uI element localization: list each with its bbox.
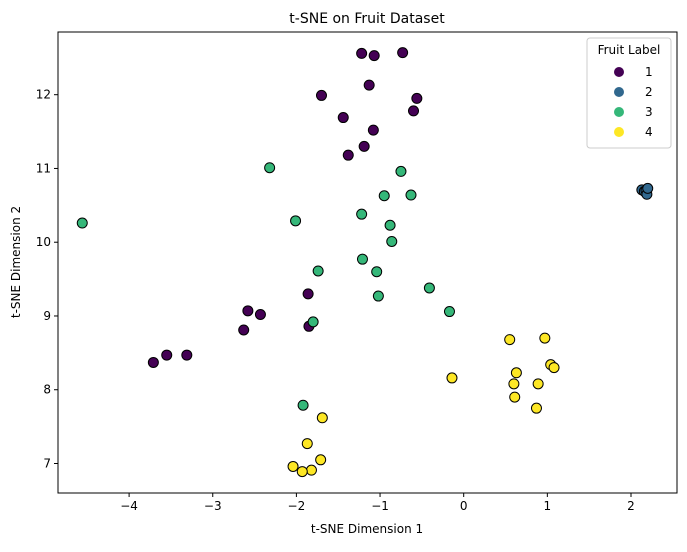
x-tick-label: −2 [288,499,306,513]
data-point-label-4-15 [296,466,308,478]
y-tick-label: 7 [43,456,51,470]
data-point-label-3-0 [76,217,88,229]
legend-label-2: 2 [645,85,653,99]
data-point-label-1-1 [368,50,380,62]
data-point-label-4-9 [530,402,542,414]
data-point-label-4-11 [301,438,313,450]
data-point-label-3-2 [395,165,407,177]
y-tick-label: 9 [43,309,51,323]
data-point-label-4-0 [504,334,516,346]
y-tick-label: 11 [36,161,51,175]
data-point-label-1-11 [242,305,254,317]
data-point-label-4-6 [508,378,520,390]
x-axis-ticks: −4 −3 −2 −1 0 1 2 [120,493,635,513]
legend-marker-4 [614,127,624,137]
x-tick-label: 0 [460,499,468,513]
data-point-label-4-3 [548,362,560,374]
legend-label-4: 4 [645,125,653,139]
data-point-label-3-6 [384,219,396,231]
legend-marker-1 [614,67,624,77]
data-point-label-1-0 [356,47,368,59]
data-point-label-3-10 [371,266,383,278]
data-point-label-1-13 [238,324,250,336]
x-axis-label: t-SNE Dimension 1 [311,522,423,536]
data-point-label-1-12 [254,309,266,321]
legend-title: Fruit Label [598,43,661,57]
x-tick-label: 2 [627,499,635,513]
legend: Fruit Label 1 2 3 4 [586,37,672,149]
data-point-label-4-13 [287,460,299,472]
data-point-label-1-18 [147,356,159,368]
data-point-label-1-14 [302,288,314,300]
data-point-label-4-7 [532,378,544,390]
data-point-label-1-2 [397,47,409,59]
chart-title: t-SNE on Fruit Dataset [289,11,445,27]
data-point-label-3-14 [443,306,455,318]
data-point-label-2-4 [642,182,654,194]
data-point-label-4-10 [316,412,328,424]
legend-label-1: 1 [645,65,653,79]
y-axis-label: t-SNE Dimension 2 [9,206,23,318]
data-point-label-3-13 [372,290,384,302]
legend-marker-2 [614,87,624,97]
data-point-label-1-16 [161,349,173,361]
data-point-label-3-8 [386,235,398,247]
data-point-label-1-9 [358,140,370,152]
data-point-label-1-3 [363,79,375,91]
y-tick-label: 8 [43,383,51,397]
data-points [76,47,654,478]
legend-box [586,37,672,149]
data-point-label-1-6 [408,105,420,117]
data-point-label-3-12 [423,282,435,294]
x-tick-label: −1 [371,499,389,513]
data-point-label-3-1 [264,162,276,174]
data-point-label-3-11 [312,265,324,277]
y-tick-label: 10 [36,235,51,249]
data-point-label-3-15 [307,316,319,328]
x-tick-label: 1 [544,499,552,513]
data-point-label-4-12 [315,454,327,466]
data-point-label-3-7 [290,215,302,227]
data-point-label-4-4 [510,367,522,379]
data-point-label-1-10 [342,149,354,161]
plot-frame [57,31,678,494]
data-point-label-1-17 [181,349,193,361]
data-point-label-4-14 [305,464,317,476]
data-point-label-1-4 [315,89,327,101]
data-point-label-3-9 [356,253,368,265]
data-point-label-3-4 [405,189,417,201]
data-point-label-4-8 [509,391,521,403]
y-axis-ticks: 7 8 9 10 11 12 [36,88,58,470]
data-point-label-4-1 [539,332,551,344]
y-tick-label: 12 [36,88,51,102]
legend-marker-3 [614,107,624,117]
data-point-label-1-5 [411,92,423,104]
legend-label-3: 3 [645,105,653,119]
data-point-label-3-3 [378,190,390,202]
x-tick-label: −4 [120,499,138,513]
data-point-label-1-8 [367,124,379,136]
x-tick-label: −3 [204,499,222,513]
data-point-label-3-16 [297,399,309,411]
data-point-label-4-5 [446,372,458,384]
legend-entries: 1 2 3 4 [614,65,653,139]
data-point-label-1-7 [337,112,349,124]
data-point-label-3-5 [356,208,368,220]
